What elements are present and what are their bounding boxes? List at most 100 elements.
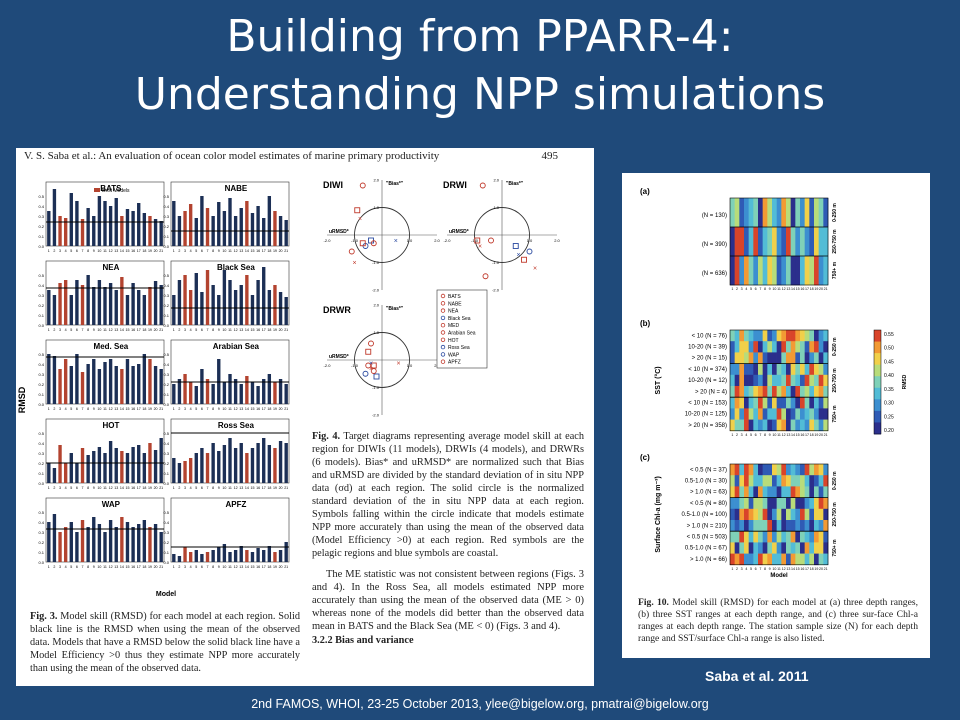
tick-label: 20 [819,567,823,571]
heat-cell [739,408,745,420]
bar [75,463,79,483]
tick-label: 4 [190,486,192,490]
heat-cell [744,363,749,376]
tick-label: 0.4 [163,204,169,209]
tick-label: 0.2 [163,382,169,387]
tick-label: 18 [142,407,146,411]
tick-label: 0.1 [38,550,44,555]
tick-label: 21 [159,328,163,332]
bar [245,550,249,562]
heat-cell [795,531,801,543]
tick-label: 0.1 [38,471,44,476]
tick-label: 9 [769,287,771,291]
heat-cell [758,408,763,420]
heat-cell [772,508,777,521]
heat-cell [795,256,801,286]
heat-cell [730,475,735,487]
tick-label: 8 [212,407,214,411]
slide-title-line2: Understanding NPP simulations [134,69,826,120]
heat-cell [800,486,805,498]
tick-label: 0.5 [38,352,44,357]
heat-cell [772,330,777,342]
heat-cell [786,386,791,398]
tick-label: 0.0 [163,323,169,328]
row-label: < 0.5 (N = 37) [690,467,727,473]
colorbar-segment [874,353,881,366]
heat-cell [758,386,763,398]
tick-label: 0.4 [38,520,44,525]
tick-label: 18 [142,486,146,490]
tick-label: 1.0 [373,205,379,210]
heat-cell [739,397,745,409]
bar [200,369,204,404]
heat-cell [730,497,735,510]
bar [228,552,232,562]
tick-label: 2 [736,567,738,571]
heat-cell [800,419,805,432]
bar [142,295,147,325]
bar [58,283,62,325]
heat-cell [767,486,773,498]
heat-cell [790,256,796,286]
heat-cell [762,542,768,554]
bar [205,552,210,562]
heat-cell [800,408,805,420]
heat-cell [753,386,759,398]
tick-label: 13 [239,486,243,490]
tick-label: 15 [125,407,129,411]
tick-label: 1 [48,565,50,569]
tick-label: 0.0 [38,323,44,328]
heat-cell [804,386,810,398]
heat-cell [753,374,759,387]
bar [183,211,187,246]
tick-label: 7 [82,486,84,490]
bar [108,441,113,483]
heat-cell [734,198,740,228]
heat-cell [748,330,754,342]
heat-cell [814,497,819,510]
heat-cell [753,352,759,364]
heat-cell [739,464,745,476]
tick-label: 19 [273,249,277,253]
heat-cell [734,464,740,476]
depth-label: 0-250 m [832,337,838,356]
bar [273,211,277,246]
tick-label: 11 [777,567,781,571]
heat-cell [744,386,749,398]
bar [80,372,85,404]
heat-cell [818,486,824,498]
heat-cell [809,508,815,521]
legend-marker [440,301,446,306]
heat-cell [795,198,801,228]
heat-cell [795,475,801,487]
bar [125,359,130,404]
heat-cell [734,497,740,510]
heat-cell [744,227,749,257]
tick-label: 10 [772,567,776,571]
bar [131,447,135,483]
bar [177,379,182,404]
bar [250,382,255,404]
tick-label: 20 [279,486,283,490]
legend-marker [440,337,446,342]
tick-label: 1 [173,328,175,332]
tick-label: 10 [772,287,776,291]
heat-cell [772,352,777,364]
tick-label: 11 [228,486,232,490]
heat-cell [809,464,815,476]
tick-label: 3 [59,486,61,490]
tick-label: 5 [195,328,197,332]
heat-cell [758,520,763,532]
row-label: < 10 (N = 374) [688,367,727,373]
target-diwi: DIWI "Bias*" uRMSD* -2.0 -2.0 -1.0 -1.0 1.0 1.0 2… [323,178,441,293]
legend-label: HOT [448,338,459,344]
fig10-caption: Fig. 10. Model skill (RMSD) for each mod… [638,597,918,645]
bar [250,213,255,246]
heat-cell [781,386,787,398]
tick-label: 0.5 [38,194,44,199]
tick-label: 10 [97,328,101,332]
tick-label: 0.5 [38,273,44,278]
tick-label: 17 [262,565,266,569]
tick-label: 13 [239,407,243,411]
tick-label: 0.5 [163,273,169,278]
